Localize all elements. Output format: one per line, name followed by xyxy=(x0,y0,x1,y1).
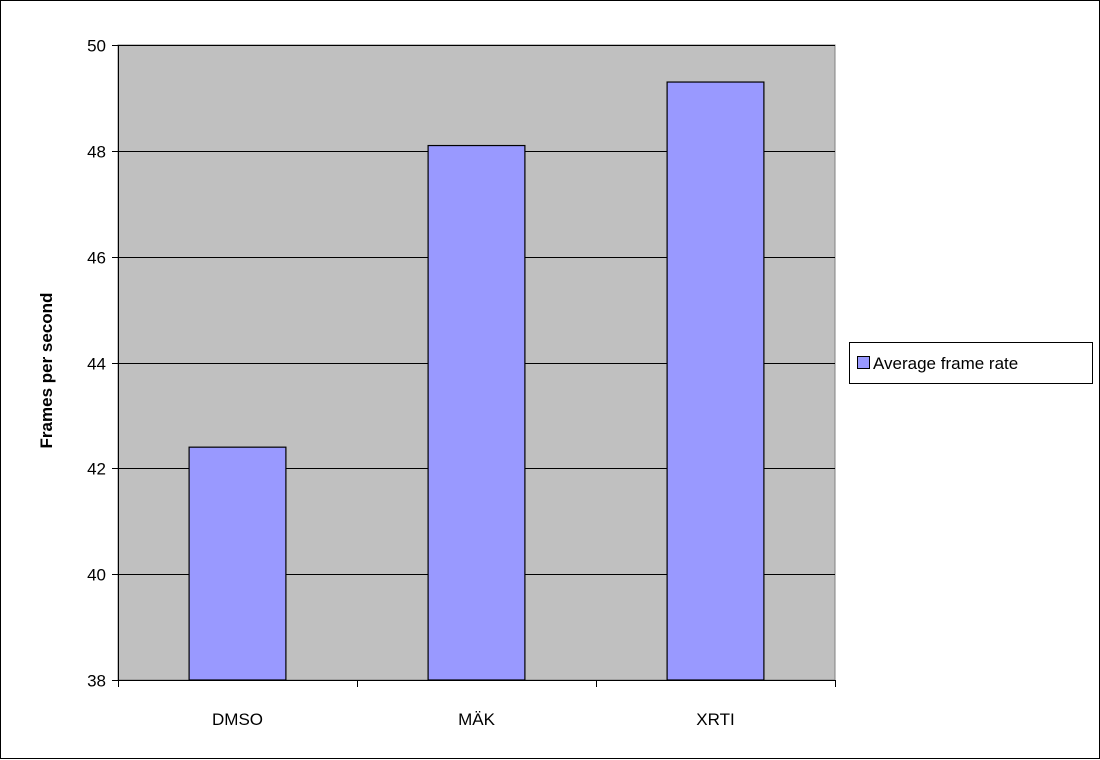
y-tick-label: 40 xyxy=(87,566,106,585)
x-tick-label: MÄK xyxy=(458,710,496,729)
legend-label: Average frame rate xyxy=(873,354,1018,373)
bars xyxy=(188,81,765,681)
bar-xrti xyxy=(666,81,765,681)
y-tick-label: 48 xyxy=(87,143,106,162)
y-tick-label: 42 xyxy=(87,460,106,479)
y-tick-label: 44 xyxy=(87,355,106,374)
bar-dmso xyxy=(188,446,287,681)
axes xyxy=(112,45,836,687)
x-tick-label: DMSO xyxy=(212,710,263,729)
y-tick-labels: 38 40 42 44 46 48 50 xyxy=(87,37,106,691)
x-tick-labels: DMSO MÄK XRTI xyxy=(212,710,735,729)
bar-mäk xyxy=(427,144,526,681)
legend-swatch xyxy=(857,356,870,369)
x-tick-label: XRTI xyxy=(696,710,734,729)
y-axis-title: Frames per second xyxy=(37,293,56,449)
y-tick-label: 38 xyxy=(87,672,106,691)
y-tick-label: 46 xyxy=(87,249,106,268)
legend: Average frame rate xyxy=(849,342,1093,384)
y-tick-label: 50 xyxy=(87,37,106,56)
legend-box xyxy=(849,342,1093,384)
